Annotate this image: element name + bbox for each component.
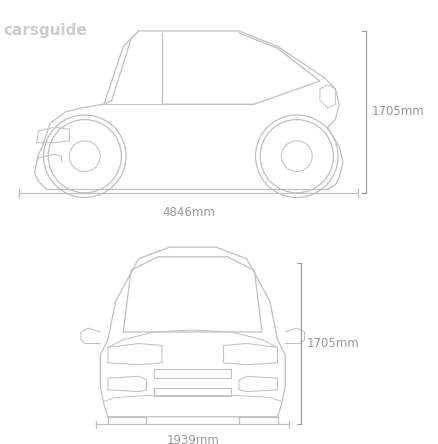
Text: 1939mm: 1939mm <box>166 434 219 444</box>
Text: 4846mm: 4846mm <box>162 206 215 218</box>
Text: 1705mm: 1705mm <box>372 105 425 119</box>
Text: 1705mm: 1705mm <box>307 337 359 350</box>
Text: carsguide: carsguide <box>4 23 88 38</box>
